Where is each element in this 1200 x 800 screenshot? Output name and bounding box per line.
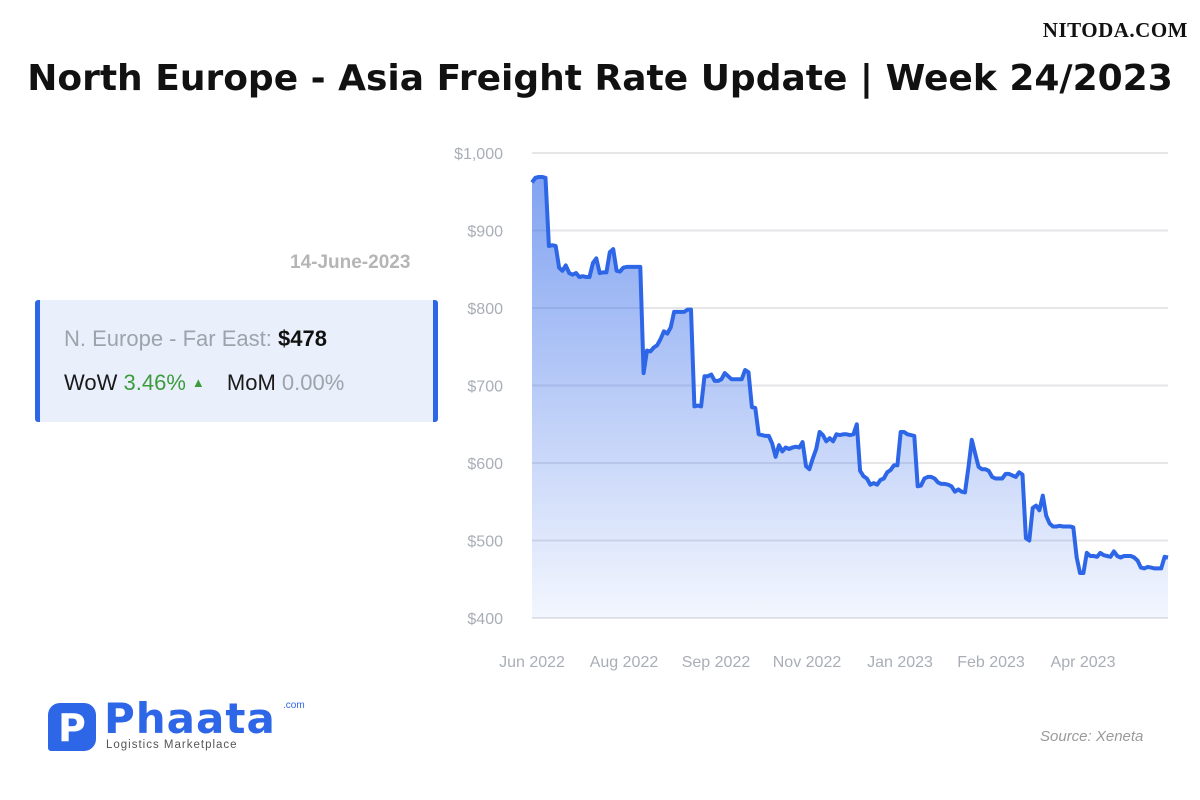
mom-label: MoM (226, 370, 276, 395)
mom-value: 0.00% (281, 370, 345, 395)
y-tick-label: $400 (467, 611, 503, 628)
x-tick-label: Sep 2022 (682, 654, 751, 671)
y-tick-label: $800 (467, 301, 503, 318)
y-tick-label: $500 (467, 534, 503, 551)
x-tick-label: Feb 2023 (957, 654, 1025, 671)
route-row: N. Europe - Far East: $478 (64, 326, 327, 352)
y-tick-label: $1,000 (454, 146, 503, 163)
x-tick-label: Jan 2023 (867, 654, 933, 671)
rate-line (530, 175, 1169, 575)
x-tick-label: Apr 2023 (1051, 654, 1116, 671)
x-tick-label: Nov 2022 (773, 654, 842, 671)
x-tick-label: Jun 2022 (499, 654, 565, 671)
y-tick-label: $900 (467, 224, 503, 241)
source-note: Source: Xeneta (1040, 728, 1144, 745)
phaata-logo-tagline: Logistics Marketplace (106, 739, 238, 751)
wow-label: WoW (64, 370, 118, 395)
phaata-logo-name: Phaata (104, 694, 276, 743)
date-label: 14-June-2023 (290, 252, 411, 273)
up-arrow-icon: ▲ (191, 375, 205, 390)
y-tick-label: $700 (467, 379, 503, 396)
y-tick-label: $600 (467, 456, 503, 473)
route-label: N. Europe - Far East: (64, 326, 272, 351)
wow-value: 3.46% (123, 370, 186, 395)
route-price: $478 (277, 326, 327, 351)
rate-area-fill (532, 177, 1168, 618)
phaata-logo-suffix: .com (283, 700, 305, 711)
page-title: North Europe - Asia Freight Rate Update … (27, 58, 1173, 99)
summary-card: N. Europe - Far East: $478 WoW 3.46% ▲ Mo… (35, 300, 438, 422)
x-tick-label: Aug 2022 (590, 654, 659, 671)
watermark: NITODA.COM (1042, 18, 1188, 42)
phaata-logo-mark: P (48, 703, 96, 751)
change-row: WoW 3.46% ▲ MoM 0.00% (64, 370, 344, 396)
